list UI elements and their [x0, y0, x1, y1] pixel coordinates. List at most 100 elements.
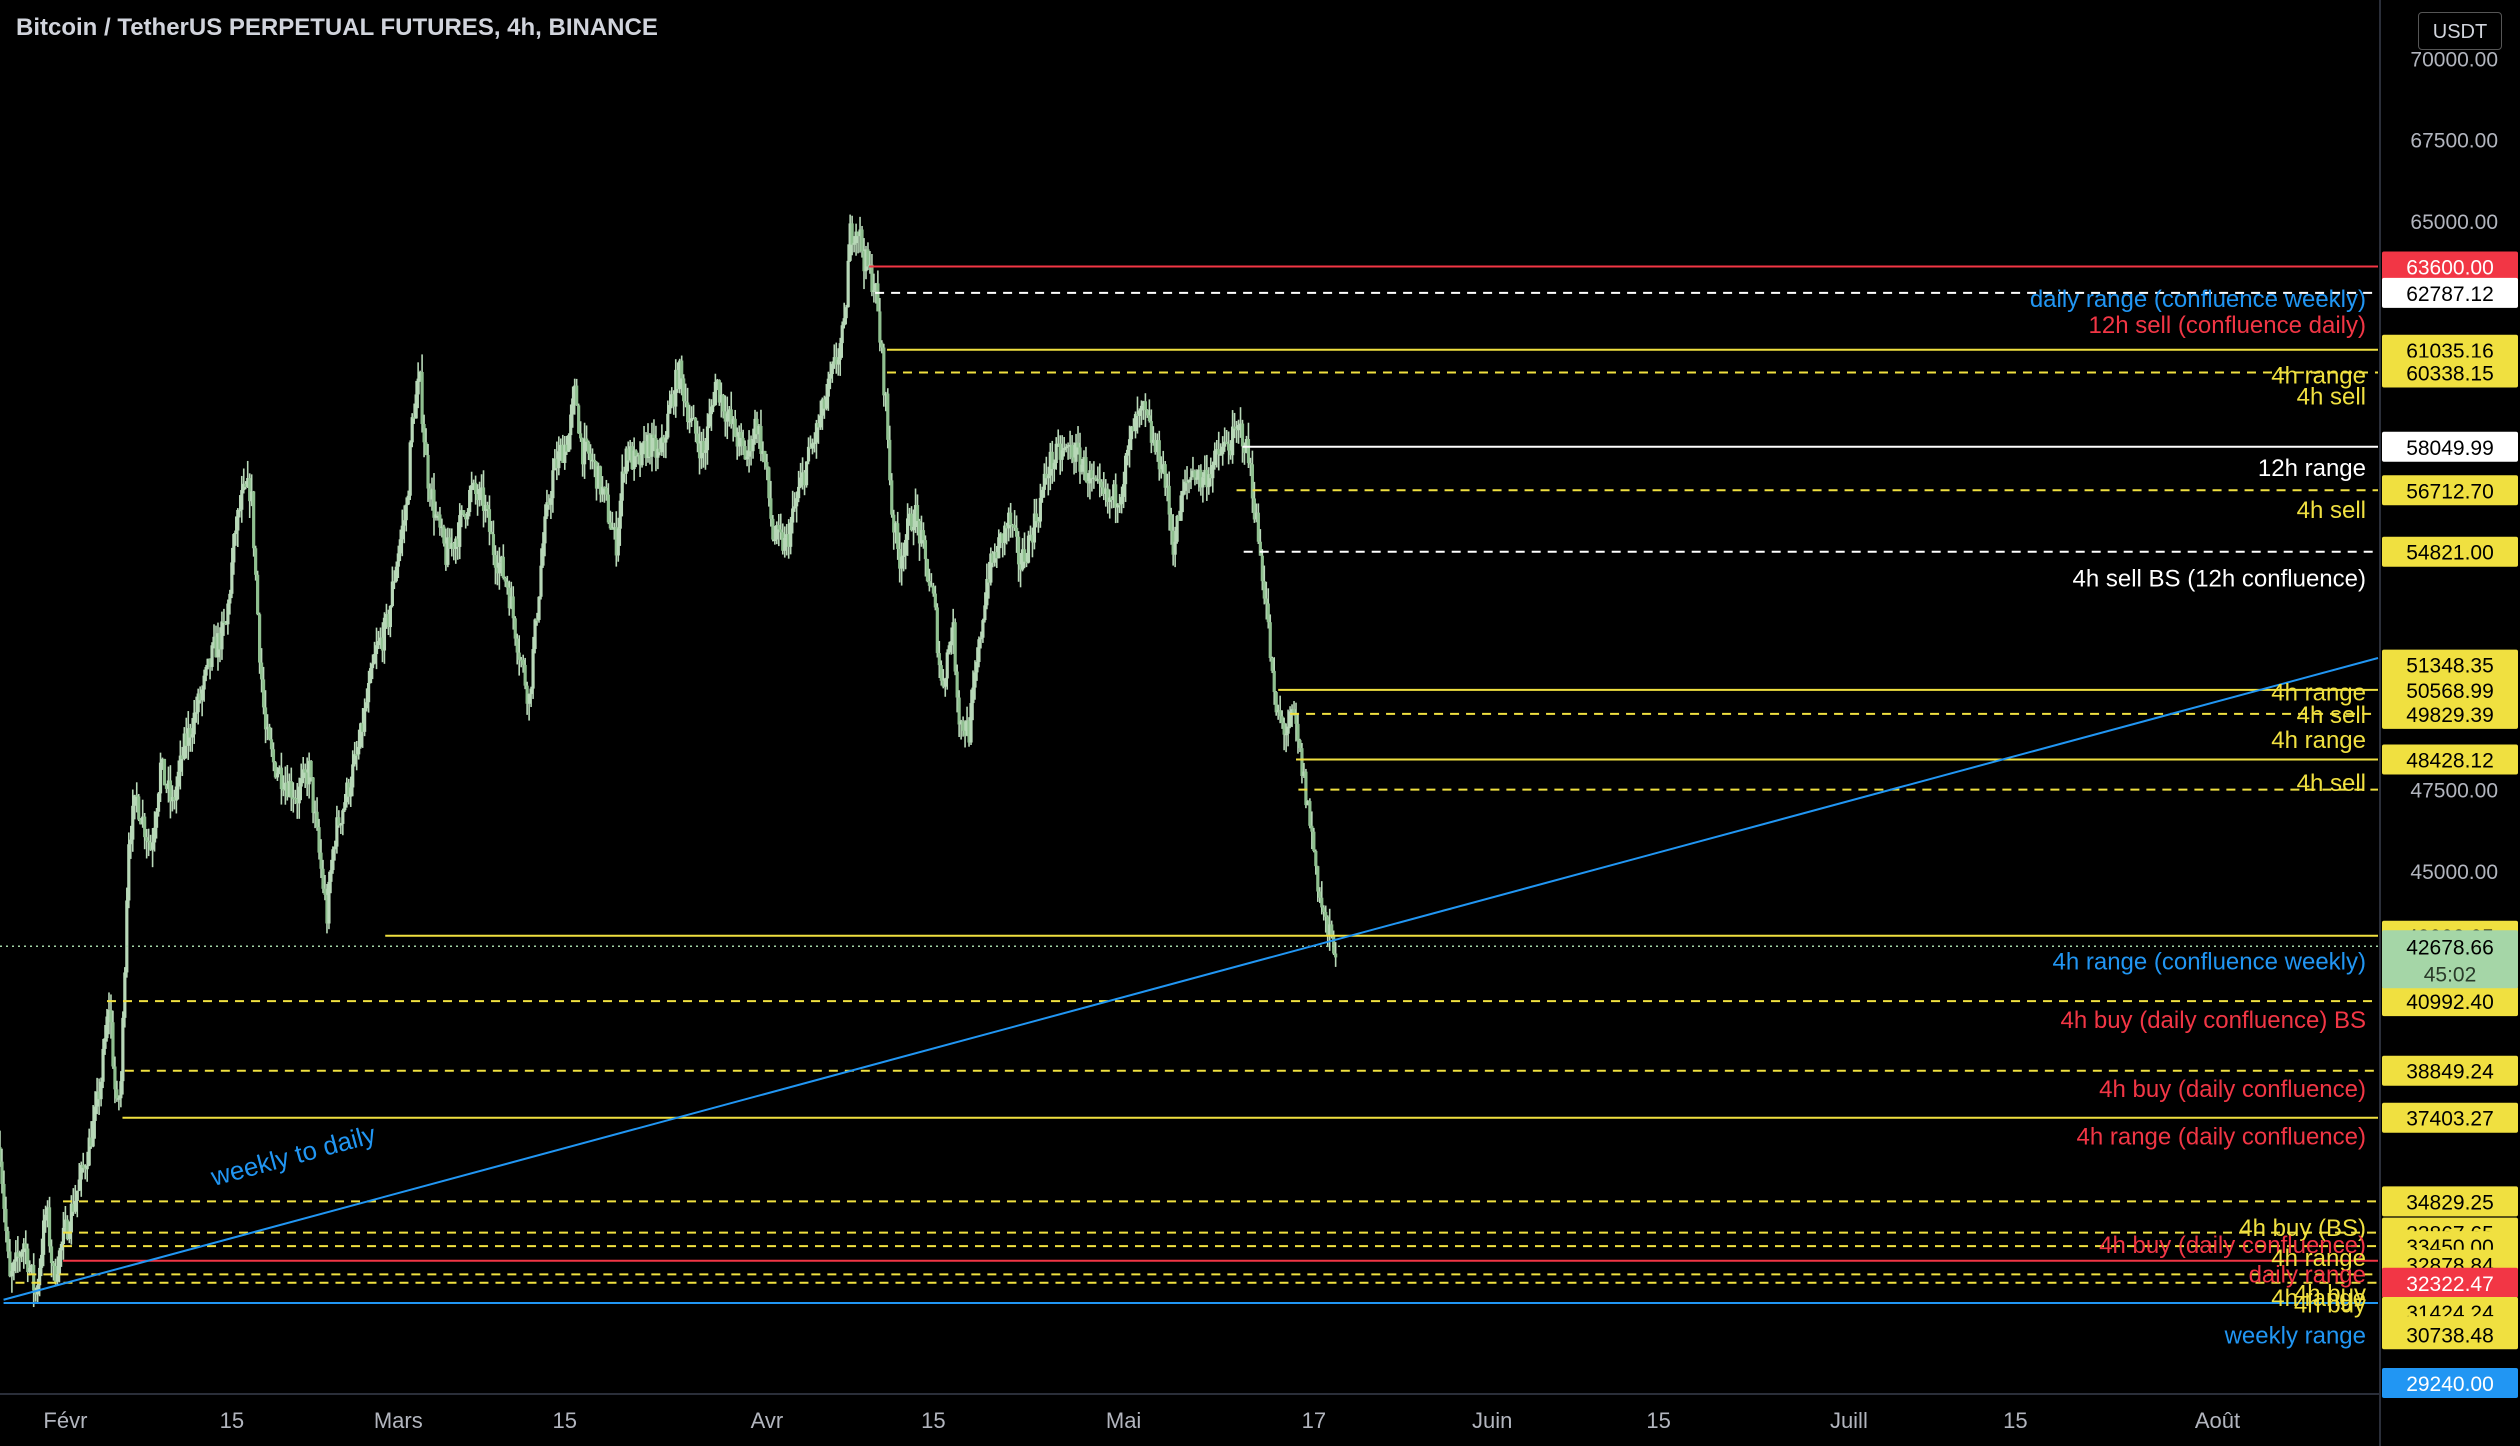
candle	[1161, 450, 1165, 475]
candle	[921, 522, 926, 549]
candle	[156, 792, 161, 817]
x-tick-label: Août	[2195, 1408, 2240, 1433]
candle	[670, 387, 674, 409]
candle	[1213, 442, 1217, 470]
candle	[886, 388, 890, 449]
candle	[410, 413, 414, 448]
candle	[370, 654, 375, 680]
candle	[519, 656, 523, 668]
candle	[1227, 431, 1231, 465]
candle	[456, 522, 460, 560]
time-axis[interactable]: Févr 15 Mars 15 Avr 15 Mai 17 Juin 15 Juill 15 Août	[43, 1408, 2240, 1433]
candle	[1264, 581, 1268, 620]
candle	[1129, 425, 1134, 451]
candle	[353, 741, 357, 767]
candle	[483, 494, 488, 523]
candle	[374, 627, 379, 670]
candle	[596, 462, 601, 489]
svg-text:34829.25: 34829.25	[2406, 1191, 2494, 1214]
currency-button[interactable]: USDT	[2418, 12, 2502, 50]
candle	[995, 545, 999, 569]
candle	[1254, 503, 1258, 523]
candle	[10, 1262, 14, 1293]
candle	[475, 484, 480, 516]
candle	[777, 514, 781, 547]
candle	[121, 1011, 125, 1095]
candle	[1084, 446, 1088, 483]
candle	[454, 536, 458, 564]
candle	[967, 717, 971, 747]
candle	[168, 765, 173, 819]
candle	[279, 752, 283, 805]
candle	[1044, 456, 1048, 485]
candle	[1082, 450, 1086, 481]
candle	[382, 612, 387, 664]
candle	[894, 521, 898, 544]
candle	[1221, 436, 1225, 466]
candle	[172, 789, 176, 810]
candle	[1056, 429, 1060, 447]
candle	[329, 859, 333, 894]
candle	[226, 599, 230, 635]
svg-text:40992.40: 40992.40	[2406, 991, 2494, 1014]
candle	[733, 409, 737, 438]
candle	[660, 424, 664, 456]
candle	[898, 532, 902, 583]
candle	[424, 428, 428, 456]
candle	[1090, 463, 1094, 492]
candle	[69, 1195, 73, 1245]
candle	[448, 528, 452, 549]
price-tag: 62787.12	[2382, 277, 2518, 308]
candle	[49, 1239, 54, 1278]
candle	[236, 508, 240, 548]
candle	[20, 1249, 24, 1263]
candle	[911, 509, 916, 546]
candle	[624, 446, 628, 485]
candle	[222, 608, 226, 636]
level-annotation: 4h sell	[2297, 702, 2366, 729]
candle	[113, 1056, 117, 1104]
candle	[999, 532, 1003, 549]
candle	[515, 633, 519, 665]
candle	[71, 1188, 75, 1216]
level-annotation: daily range	[2249, 1261, 2366, 1288]
price-tag: 32322.47	[2382, 1267, 2518, 1298]
candle	[125, 887, 129, 978]
candle	[997, 529, 1001, 559]
candle	[872, 273, 876, 303]
candle	[1288, 706, 1292, 729]
candle	[727, 406, 731, 427]
level-annotation: 4h range	[2271, 1245, 2366, 1272]
candle	[676, 362, 680, 393]
candle	[63, 1206, 67, 1233]
candle	[699, 431, 704, 469]
candle	[204, 664, 208, 682]
candle	[45, 1200, 50, 1228]
price-tag: 51348.35	[2382, 649, 2518, 680]
candle	[1026, 530, 1031, 564]
candle	[426, 443, 430, 502]
candle	[1052, 459, 1056, 482]
candle	[1155, 433, 1159, 462]
candle	[1272, 657, 1276, 705]
candle	[1217, 431, 1221, 471]
candle	[820, 397, 824, 430]
candle	[826, 371, 830, 411]
svg-text:37403.27: 37403.27	[2406, 1108, 2494, 1131]
level-annotation: weekly range	[2224, 1323, 2366, 1350]
candle	[957, 690, 961, 738]
svg-text:61035.16: 61035.16	[2406, 340, 2494, 363]
price-axis[interactable]: 70000.00 67500.00 65000.00 47500.00 45000.00	[2410, 48, 2498, 883]
candle	[1068, 430, 1072, 460]
candle	[567, 433, 571, 453]
candle	[703, 437, 708, 470]
candle	[22, 1238, 26, 1269]
trendline[interactable]	[3, 657, 2379, 1301]
candle	[725, 396, 729, 440]
candle	[489, 520, 494, 535]
candle	[16, 1236, 20, 1273]
candle	[12, 1259, 16, 1281]
candle	[434, 501, 438, 521]
candle	[1209, 457, 1213, 487]
